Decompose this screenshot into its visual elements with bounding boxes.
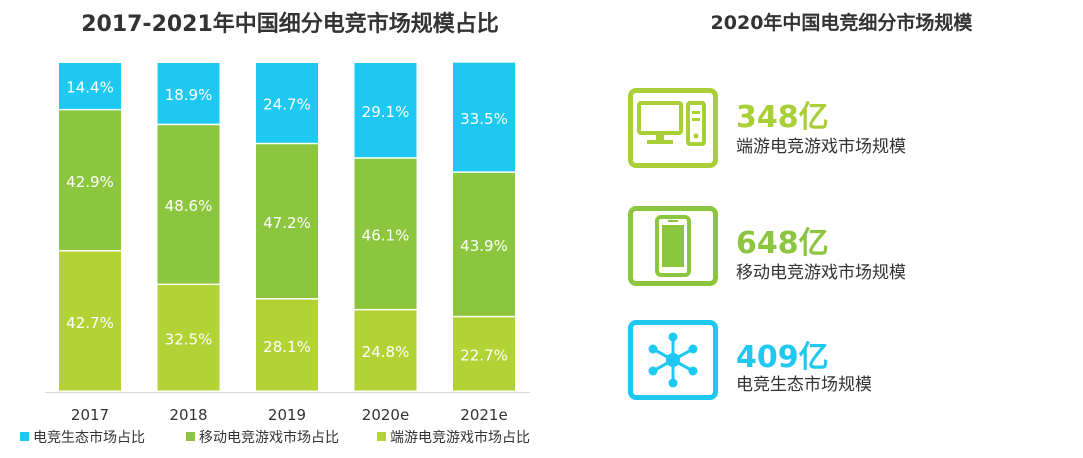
bar-segment	[157, 63, 220, 124]
data-label: 29.1%	[362, 103, 410, 121]
legend-swatch	[377, 432, 386, 441]
data-label: 46.1%	[362, 227, 410, 245]
data-label: 42.9%	[66, 173, 114, 191]
right-panel-title: 2020年中国电竞细分市场规模	[710, 12, 973, 34]
data-label: 24.8%	[362, 343, 410, 361]
legend-label: 移动电竞游戏市场占比	[199, 429, 339, 446]
data-label: 14.4%	[66, 79, 114, 97]
bar-segment	[256, 63, 318, 143]
ecosystem-market-value: 409亿	[736, 340, 829, 375]
desktop-card	[628, 88, 718, 168]
data-label: 33.5%	[460, 110, 508, 128]
legend-label: 端游电竞游戏市场占比	[390, 429, 530, 446]
data-label: 18.9%	[165, 86, 213, 104]
bar-segment	[354, 158, 417, 309]
bar-segment	[157, 285, 220, 391]
desktop-computer-icon	[637, 101, 706, 146]
desktop-market-label: 端游电竞游戏市场规模	[736, 137, 906, 157]
ecosystem-card	[628, 320, 718, 400]
mobile-market-label: 移动电竞游戏市场规模	[736, 263, 906, 283]
data-label: 42.7%	[66, 314, 114, 332]
bar-segment	[256, 299, 318, 391]
x-tick-label: 2019	[268, 406, 306, 424]
bar-segment	[453, 317, 515, 391]
data-label: 48.6%	[165, 197, 213, 215]
bar-segment	[256, 144, 318, 299]
data-label: 22.7%	[460, 347, 508, 365]
bar-segment	[453, 62, 515, 172]
legend-swatch	[20, 432, 29, 441]
network-nodes-icon	[648, 332, 698, 388]
chart-title: 2017-2021年中国细分电竞市场规模占比	[81, 12, 499, 37]
bar-segment	[354, 310, 417, 391]
x-tick-label: 2021e	[460, 406, 507, 424]
data-label: 28.1%	[263, 338, 311, 356]
bar-segment	[59, 110, 121, 251]
legend-label: 电竞生态市场占比	[33, 429, 145, 446]
desktop-market-value: 348亿	[736, 100, 829, 135]
stacked-bar-chart: 42.7% 42.9% 14.4% 2017 32.5% 48.6% 18.9% 2018 28…	[20, 62, 530, 446]
mobile-card	[628, 206, 718, 286]
data-label: 24.7%	[263, 96, 311, 114]
bar-segment	[453, 172, 515, 316]
x-tick-label: 2017	[71, 406, 109, 424]
legend-swatch	[186, 432, 195, 441]
bar-segment	[59, 63, 121, 109]
x-tick-label: 2020e	[362, 406, 409, 424]
data-label: 47.2%	[263, 214, 311, 232]
mobile-market-value: 648亿	[736, 226, 829, 261]
data-label: 43.9%	[460, 237, 508, 255]
bar-segment	[354, 63, 417, 158]
mobile-phone-icon	[655, 215, 691, 277]
ecosystem-market-label: 电竞生态市场规模	[736, 375, 872, 395]
x-tick-label: 2018	[169, 406, 207, 424]
data-label: 32.5%	[165, 331, 213, 349]
bar-segment	[157, 125, 220, 284]
bar-segment	[59, 251, 121, 391]
